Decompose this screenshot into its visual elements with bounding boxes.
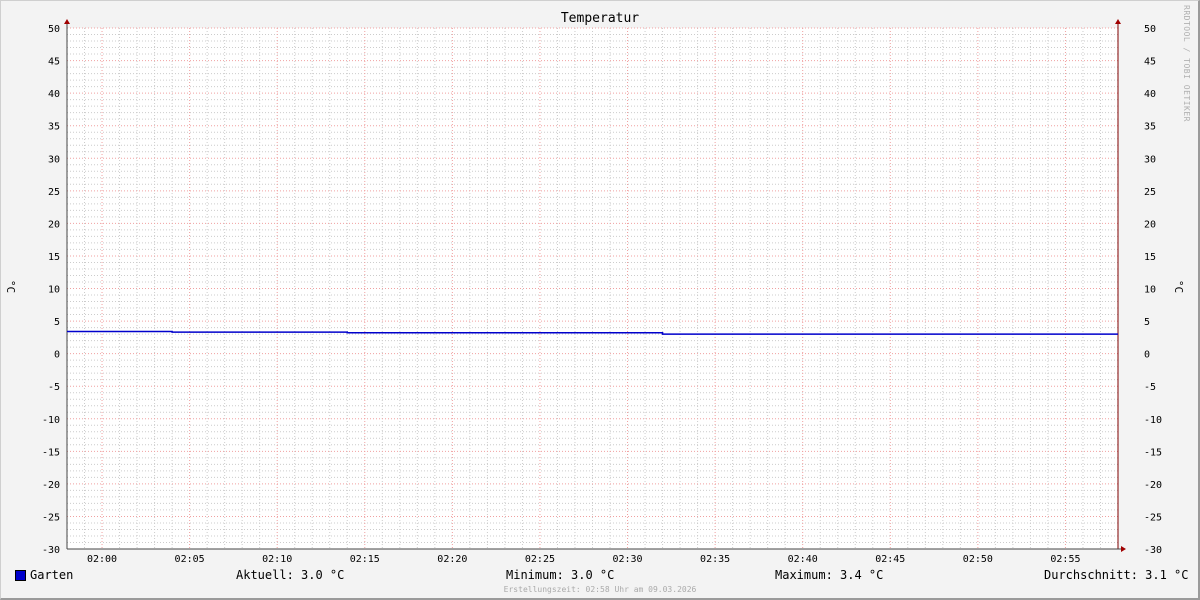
x-tick-label: 02:05 [175, 554, 205, 565]
y-tick-label-left: -15 [42, 447, 60, 458]
y-axis-label-left: °C [4, 279, 18, 294]
y-tick-label-left: 30 [48, 154, 60, 165]
y-tick-label-right: 5 [1144, 317, 1150, 328]
y-tick-label-right: 30 [1144, 154, 1156, 165]
x-tick-label: 02:55 [1050, 554, 1080, 565]
x-tick-label: 02:40 [788, 554, 818, 565]
y-tick-label-left: 35 [48, 122, 60, 133]
y-tick-label-right: 0 [1144, 350, 1150, 361]
series-line-garten [67, 330, 1118, 335]
legend-series-name: Garten [30, 568, 74, 582]
y-tick-label-right: 50 [1144, 24, 1156, 35]
y-tick-label-right: -25 [1144, 512, 1162, 523]
legend-current: Aktuell: 3.0 °C [236, 568, 345, 582]
x-tick-label: 02:00 [87, 554, 117, 565]
axis-arrow-right-icon [1121, 546, 1126, 552]
y-tick-label-right: -20 [1144, 480, 1162, 491]
y-tick-label-left: -30 [42, 545, 60, 556]
y-tick-label-right: -15 [1144, 447, 1162, 458]
y-tick-label-left: -20 [42, 480, 60, 491]
legend-maximum: Maximum: 3.4 °C [775, 568, 884, 582]
axis-arrow-up-icon [64, 19, 70, 24]
y-tick-label-right: 45 [1144, 57, 1156, 68]
x-tick-label: 02:10 [262, 554, 292, 565]
y-tick-label-right: -30 [1144, 545, 1162, 556]
y-tick-label-right: 15 [1144, 252, 1156, 263]
x-tick-label: 02:15 [350, 554, 380, 565]
y-tick-label-left: 20 [48, 219, 60, 230]
y-tick-label-left: -10 [42, 415, 60, 426]
y-tick-label-right: 35 [1144, 122, 1156, 133]
watermark: RRDTOOL / TOBI OETIKER [1182, 5, 1191, 122]
x-tick-label: 02:35 [700, 554, 730, 565]
y-tick-label-left: 10 [48, 285, 60, 296]
chart-title: Temperatur [560, 11, 640, 26]
axis-arrow-up-icon [1115, 19, 1121, 24]
legend-average: Durchschnitt: 3.1 °C [1044, 568, 1189, 582]
y-tick-label-left: 25 [48, 187, 60, 198]
x-tick-label: 02:50 [963, 554, 993, 565]
y-tick-label-left: 40 [48, 89, 60, 100]
y-tick-label-right: 40 [1144, 89, 1156, 100]
y-axis-label-right: °C [1172, 279, 1186, 294]
y-tick-label-left: 5 [54, 317, 60, 328]
y-tick-label-left: 15 [48, 252, 60, 263]
y-tick-label-left: 50 [48, 24, 60, 35]
x-tick-label: 02:45 [875, 554, 905, 565]
y-tick-label-right: -5 [1144, 382, 1156, 393]
y-tick-label-left: 0 [54, 350, 60, 361]
y-tick-label-right: 10 [1144, 285, 1156, 296]
y-tick-label-left: 45 [48, 57, 60, 68]
legend-swatch-garten [15, 570, 26, 581]
y-tick-label-right: -10 [1144, 415, 1162, 426]
legend-minimum: Minimum: 3.0 °C [506, 568, 615, 582]
x-tick-label: 02:20 [437, 554, 467, 565]
creation-time: Erstellungszeit: 02:58 Uhr am 09.03.2026 [503, 585, 697, 594]
y-tick-label-right: 25 [1144, 187, 1156, 198]
x-tick-label: 02:30 [612, 554, 642, 565]
y-tick-label-left: -25 [42, 512, 60, 523]
x-tick-label: 02:25 [525, 554, 555, 565]
y-tick-label-right: 20 [1144, 219, 1156, 230]
y-tick-label-left: -5 [48, 382, 60, 393]
